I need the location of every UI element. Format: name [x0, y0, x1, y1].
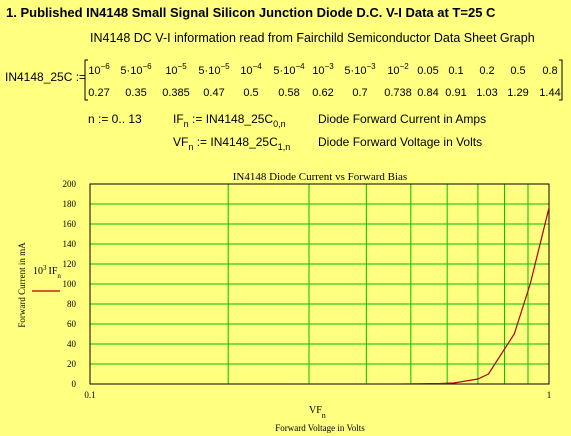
leg: 10	[33, 266, 43, 277]
leg: 3	[43, 264, 47, 272]
sub: 1,n	[278, 142, 291, 152]
y-tick-label: 120	[63, 259, 77, 269]
op: := IN4148_25C	[193, 135, 278, 149]
subtitle: IN4148 DC V-I information read from Fair…	[90, 31, 535, 45]
sub: n	[188, 142, 193, 152]
range-def: n := 0.. 13	[88, 112, 142, 126]
y-tick-label: 60	[67, 319, 77, 329]
matrix-cell: 10−6	[88, 62, 110, 77]
x-tick-label: 0.1	[84, 390, 95, 400]
y-axis-label: Forward Current in mA	[17, 242, 27, 328]
matrix-cell: 5·10−4	[273, 62, 305, 77]
mantissa: 5·10	[273, 65, 295, 77]
leg: IF	[49, 266, 58, 277]
y-tick-label: 100	[63, 279, 77, 289]
matrix-cell: 0.2	[479, 65, 494, 77]
exponent: −4	[295, 62, 305, 71]
y-tick-label: 0	[72, 379, 77, 389]
matrix-cell: 0.35	[125, 87, 146, 99]
matrix-cell: 1.44	[539, 87, 560, 99]
exponent: −5	[178, 62, 188, 71]
x-axis-label: VFn	[309, 405, 326, 420]
matrix-cell: 5·10−5	[198, 62, 230, 77]
matrix-cell: 10−3	[312, 62, 334, 77]
exponent: −6	[101, 62, 111, 71]
matrix-cell: 0.62	[312, 87, 333, 99]
mantissa: 10	[312, 65, 324, 77]
y-tick-label: 20	[67, 359, 77, 369]
matrix-cell: 1.29	[507, 87, 528, 99]
mantissa: 10	[165, 65, 177, 77]
matrix-name: IN4148_25C :=	[5, 70, 86, 84]
matrix-cell: 0.58	[278, 87, 299, 99]
matrix-bracket	[84, 59, 563, 101]
matrix-cell: 0.7	[352, 87, 367, 99]
exponent: −6	[142, 62, 152, 71]
matrix-cell: 5·10−3	[344, 62, 376, 77]
def-desc: Diode Forward Current in Amps	[318, 112, 486, 126]
x-axis-label: Forward Voltage in Volts	[275, 423, 365, 433]
def: VFn := IN4148_25C1,n	[173, 135, 290, 152]
y-tick-label: 80	[67, 299, 77, 309]
mantissa: 10	[387, 65, 399, 77]
xl: VF	[309, 405, 322, 416]
matrix-cell: 0.27	[88, 87, 109, 99]
title: 1. Published IN4148 Small Signal Silicon…	[6, 5, 496, 20]
matrix-cell: 0.8	[542, 65, 557, 77]
y-tick-label: 200	[63, 179, 77, 189]
matrix-cell: 10−5	[165, 62, 187, 77]
exponent: −4	[253, 62, 263, 71]
def-desc: Diode Forward Voltage in Volts	[318, 135, 482, 149]
mantissa: 10	[240, 65, 252, 77]
chart-title: IN4148 Diode Current vs Forward Bias	[233, 171, 407, 183]
y-tick-label: 180	[63, 199, 77, 209]
y-tick-label: 140	[63, 239, 77, 249]
lhs: IF	[173, 112, 184, 126]
y-tick-label: 40	[67, 339, 77, 349]
leg: n	[57, 272, 61, 280]
sub: 0,n	[273, 119, 286, 129]
xl: n	[322, 411, 326, 420]
series-line	[287, 205, 549, 384]
matrix-cell: 0.1	[448, 65, 463, 77]
matrix-cell: 5·10−6	[120, 62, 152, 77]
exponent: −3	[366, 62, 376, 71]
exponent: −5	[220, 62, 230, 71]
matrix-cell: 0.5	[243, 87, 258, 99]
matrix-cell: 0.91	[445, 87, 466, 99]
matrix-cell: 10−4	[240, 62, 262, 77]
mantissa: 5·10	[344, 65, 366, 77]
x-tick-label: 1	[547, 390, 552, 400]
mantissa: 5·10	[120, 65, 142, 77]
matrix-cell: 0.738	[384, 87, 412, 99]
lhs: VF	[173, 135, 188, 149]
matrix-cell: 0.05	[417, 65, 438, 77]
legend-label: 103 IFn	[33, 264, 61, 280]
matrix-cell: 10−2	[387, 62, 409, 77]
op: := IN4148_25C	[189, 112, 274, 126]
mantissa: 5·10	[198, 65, 220, 77]
exponent: −3	[325, 62, 335, 71]
def: IFn := IN4148_25C0,n	[173, 112, 286, 129]
matrix-cell: 0.84	[417, 87, 438, 99]
sub: n	[184, 119, 189, 129]
matrix-cell: 1.03	[476, 87, 497, 99]
matrix-cell: 0.47	[203, 87, 224, 99]
mantissa: 10	[88, 65, 100, 77]
matrix-cell: 0.385	[162, 87, 190, 99]
y-tick-label: 160	[63, 219, 77, 229]
matrix-cell: 0.5	[510, 65, 525, 77]
exponent: −2	[400, 62, 410, 71]
